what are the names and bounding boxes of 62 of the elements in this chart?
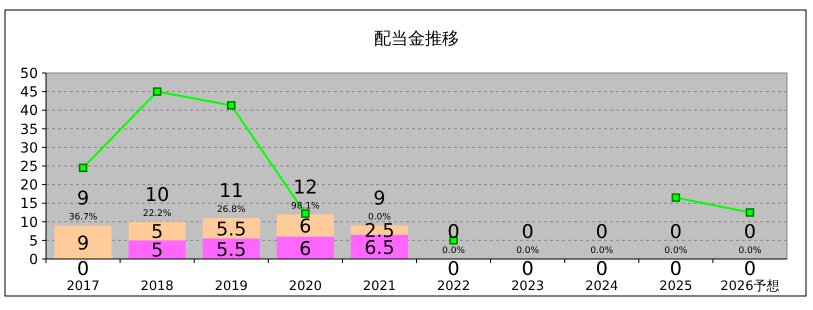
point (672, 193, 680, 202)
point (746, 208, 754, 217)
total-label: 10 (145, 184, 170, 206)
total-label: 0 (744, 258, 756, 280)
y-tick-label: 10 (20, 214, 38, 231)
total-label: 0 (448, 258, 460, 280)
annotation: 0.0% (664, 246, 688, 256)
chart-title: 配当金推移 (374, 29, 459, 49)
x-tick-label: 2018 (140, 279, 174, 294)
x-tick-label: 2026予想 (720, 279, 780, 294)
data-label: 0 (522, 221, 534, 243)
y-tick-label: 45 (20, 84, 38, 101)
y-tick-label: 25 (20, 159, 38, 175)
x-tick-label: 2022 (437, 279, 470, 294)
annotation: 26.8% (216, 205, 246, 216)
point (301, 209, 310, 218)
y-tick-label: 40 (20, 103, 38, 120)
x-tick-label: 2019 (214, 279, 248, 294)
y-tick-label: 30 (20, 140, 38, 156)
data-label: 0 (596, 221, 608, 243)
point (227, 101, 236, 110)
total-label: 9 (373, 188, 386, 210)
data-label: 0 (670, 221, 682, 243)
bar (128, 222, 186, 240)
annotation: 0.0% (368, 212, 392, 223)
data-label: 0 (77, 258, 90, 280)
total-label: 9 (77, 188, 90, 210)
y-tick-label: 5 (29, 233, 38, 250)
x-tick-label: 2017 (66, 279, 100, 294)
annotation: 0.0% (442, 246, 466, 256)
y-tick-label: 50 (20, 66, 38, 82)
x-tick-label: 2020 (288, 279, 322, 294)
annotation: 22.2% (142, 208, 172, 219)
total-label: 0 (522, 258, 534, 280)
data-label: 5.5 (216, 218, 246, 240)
point (152, 87, 162, 96)
x-tick-label: 2023 (511, 279, 544, 294)
y-tick-label: 15 (20, 196, 38, 212)
data-label: 6 (299, 238, 312, 260)
total-label: 11 (219, 180, 244, 202)
total-label: 0 (596, 258, 608, 280)
bar (276, 214, 334, 237)
annotation: 0.0% (516, 246, 540, 256)
data-label: 0 (744, 221, 756, 243)
annotation: 0.0% (738, 246, 762, 256)
data-label: 9 (77, 232, 90, 254)
x-tick-label: 2025 (659, 279, 692, 294)
data-label: 6 (299, 216, 312, 238)
y-tick-label: 35 (20, 122, 38, 138)
annotation: 36.7% (68, 212, 98, 223)
bar (54, 226, 112, 259)
bar (276, 236, 334, 259)
point (78, 164, 88, 172)
x-tick-label: 2024 (585, 279, 618, 294)
annotation: 0.0% (590, 246, 614, 256)
y-tick-label: 20 (20, 178, 38, 194)
x-tick-label: 2021 (362, 279, 396, 294)
data-label: 5.5 (216, 238, 246, 261)
total-label: 12 (293, 176, 318, 198)
total-label: 0 (670, 258, 682, 280)
y-tick-label: 0 (29, 252, 38, 268)
bar (128, 240, 186, 259)
